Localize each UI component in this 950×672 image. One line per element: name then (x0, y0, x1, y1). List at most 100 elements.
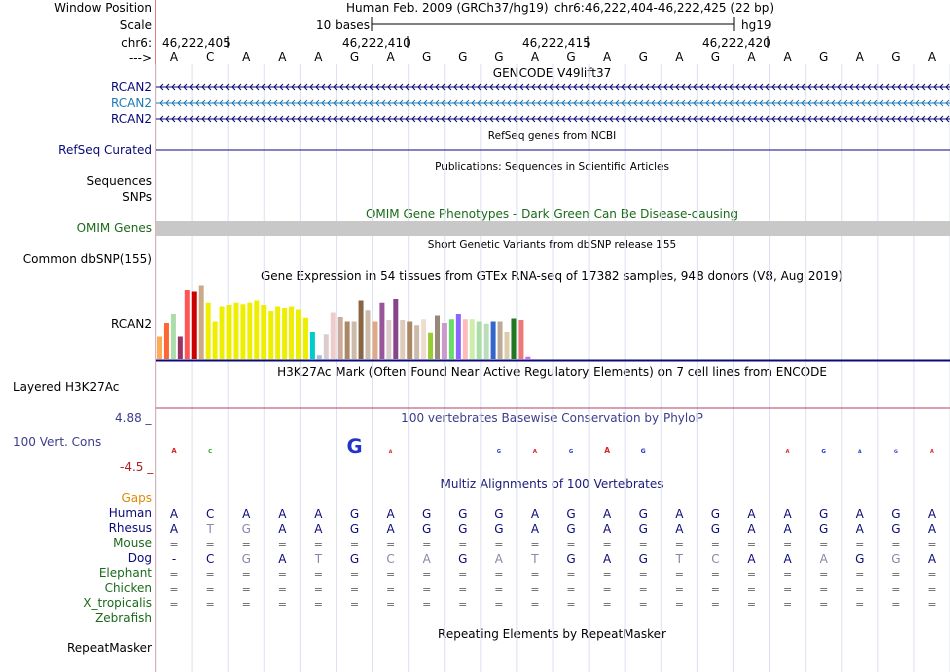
species-label-zebrafish[interactable]: Zebrafish (95, 611, 152, 625)
species-label-mouse[interactable]: Mouse (113, 536, 152, 550)
aligned-base: G (819, 507, 828, 521)
aligned-base: A (675, 507, 684, 521)
aligned-base: = (314, 568, 323, 581)
gtex-tissue-bar (358, 300, 364, 359)
multiz-gaps-label[interactable]: Gaps (121, 491, 152, 505)
gtex-tissue-bar (379, 302, 385, 359)
gencode-gene-label-2[interactable]: RCAN2 (111, 96, 152, 110)
aligned-base: G (458, 507, 467, 521)
refseq-curated-label[interactable]: RefSeq Curated (58, 143, 152, 157)
gencode-gene-label-3[interactable]: RCAN2 (111, 112, 152, 126)
aligned-base: T (314, 552, 323, 566)
aligned-base: G (458, 552, 467, 566)
scale-bases-text: 10 bases (316, 18, 370, 32)
aligned-base: = (350, 568, 359, 581)
aligned-base: = (747, 583, 756, 596)
coord-tick-label-3: 46,222,415 (522, 36, 591, 50)
aligned-base: A (856, 522, 865, 536)
phylop-base-12: G (569, 449, 573, 455)
omim-genes-label[interactable]: OMIM Genes (76, 221, 152, 235)
gtex-tissue-bar (205, 302, 211, 359)
species-label-xtropicalis[interactable]: X_tropicalis (83, 596, 152, 610)
gtex-tissue-bar (261, 305, 267, 359)
aligned-base: A (242, 507, 251, 521)
aligned-base: G (855, 552, 864, 566)
gtex-tissue-bar (393, 299, 399, 359)
aligned-base: = (711, 583, 720, 596)
species-label-dog[interactable]: Dog (127, 551, 152, 565)
aligned-base: G (566, 522, 575, 536)
assembly-text: Human Feb. 2009 (GRCh37/hg19) (346, 1, 549, 15)
coord-tick-label-2: 46,222,410 (342, 36, 411, 50)
gtex-tissue-bar (351, 321, 357, 359)
gtex-tissue-bar (198, 285, 204, 359)
aligned-base: A (531, 507, 540, 521)
gtex-gene-label[interactable]: RCAN2 (111, 317, 152, 331)
gtex-tissue-bar (407, 321, 413, 359)
aligned-base: = (711, 598, 720, 611)
aligned-base: A (747, 552, 756, 566)
species-label-human[interactable]: Human (108, 506, 152, 520)
aligned-base: = (386, 538, 395, 551)
aligned-base: A (928, 522, 937, 536)
aligned-base: A (603, 552, 612, 566)
reference-base: A (314, 50, 323, 64)
phylop-track-label[interactable]: 100 Vert. Cons (13, 435, 102, 449)
aligned-base: = (242, 583, 251, 596)
base-grid (155, 64, 950, 672)
dbsnp-label[interactable]: Common dbSNP(155) (22, 252, 152, 266)
aligned-base: = (566, 598, 575, 611)
aligned-base: C (206, 507, 214, 521)
aligned-base: = (494, 583, 503, 596)
repeatmasker-label[interactable]: RepeatMasker (66, 641, 152, 655)
aligned-base: = (819, 568, 828, 581)
phylop-ymax-label: 4.88 _ (115, 411, 152, 425)
publications-sequences-label[interactable]: Sequences (86, 174, 152, 188)
h3k27ac-label[interactable]: Layered H3K27Ac (13, 380, 120, 394)
aligned-base: = (278, 568, 287, 581)
reference-base: G (639, 50, 648, 64)
species-label-chicken[interactable]: Chicken (104, 581, 152, 595)
reference-base: G (891, 50, 900, 64)
aligned-base: = (206, 568, 215, 581)
gtex-tissue-bar (400, 320, 406, 359)
gtex-tissue-bar (386, 320, 392, 359)
gtex-tissue-bar (414, 325, 420, 359)
reference-base: A (928, 50, 937, 64)
aligned-base: A (314, 522, 323, 536)
aligned-base: = (494, 598, 503, 611)
phylop-track-title: 100 vertebrates Basewise Conservation by… (401, 411, 703, 425)
aligned-base: = (242, 598, 251, 611)
species-label-rhesus[interactable]: Rhesus (108, 521, 152, 535)
aligned-base: = (855, 598, 864, 611)
aligned-base: = (819, 583, 828, 596)
reference-base: A (170, 50, 179, 64)
gtex-bars (157, 285, 531, 359)
strand-chevrons (159, 83, 950, 91)
species-label-elephant[interactable]: Elephant (98, 566, 152, 580)
aligned-base: = (242, 538, 251, 551)
aligned-base: = (566, 583, 575, 596)
gencode-gene-model-3 (156, 115, 950, 123)
aligned-base: A (386, 507, 395, 521)
aligned-base: = (530, 568, 539, 581)
publications-track-title: Publications: Sequences in Scientific Ar… (435, 161, 669, 173)
phylop-base-18: A (786, 449, 790, 455)
aligned-base: = (206, 598, 215, 611)
aligned-base: A (675, 522, 684, 536)
gtex-tissue-bar (282, 308, 288, 359)
aligned-base: G (350, 552, 359, 566)
aligned-base: G (494, 522, 503, 536)
aligned-base: = (675, 568, 684, 581)
gencode-gene-label-1[interactable]: RCAN2 (111, 80, 152, 94)
gtex-tissue-bar (372, 321, 378, 359)
aligned-base: G (891, 522, 900, 536)
gtex-tissue-bar (455, 314, 461, 359)
aligned-base: T (675, 552, 684, 566)
publications-snps-label[interactable]: SNPs (122, 190, 152, 204)
aligned-base: = (747, 568, 756, 581)
reference-base: A (783, 50, 792, 64)
aligned-base: A (495, 552, 504, 566)
gtex-tissue-bar (184, 290, 190, 359)
